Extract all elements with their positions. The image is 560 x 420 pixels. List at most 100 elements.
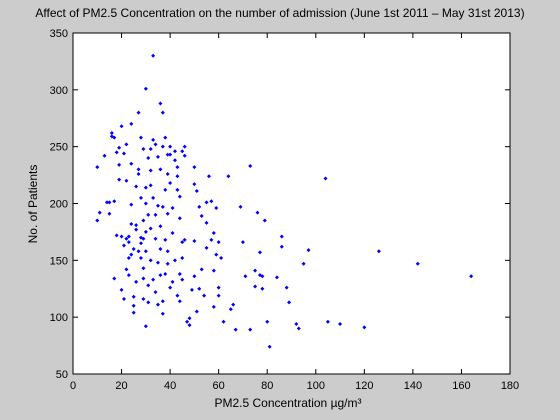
data-point — [172, 258, 177, 263]
x-tick-label: 40 — [164, 380, 176, 392]
data-point — [119, 124, 124, 129]
data-point — [143, 185, 148, 190]
data-point — [107, 211, 112, 216]
data-point — [107, 200, 112, 205]
data-point — [129, 161, 134, 166]
data-point — [182, 153, 187, 158]
data-point — [206, 174, 211, 179]
data-point — [172, 158, 177, 163]
data-point — [255, 210, 260, 215]
data-point — [469, 274, 474, 279]
data-point — [248, 327, 253, 332]
data-point — [185, 319, 190, 324]
data-point — [136, 167, 141, 172]
data-point — [202, 293, 207, 298]
data-point — [175, 165, 180, 170]
data-point — [143, 86, 148, 91]
data-point — [165, 152, 170, 157]
x-tick-label: 100 — [307, 380, 325, 392]
data-point — [211, 304, 216, 309]
data-point — [163, 135, 168, 140]
data-point — [160, 299, 165, 304]
x-tick-label: 140 — [404, 380, 422, 392]
data-point — [134, 223, 139, 228]
data-point — [141, 218, 146, 223]
data-point — [151, 195, 156, 200]
y-tick-label: 100 — [50, 312, 68, 324]
y-tick-label: 300 — [50, 85, 68, 97]
x-tick-label: 160 — [452, 380, 470, 392]
x-axis-label: PM2.5 Concentration µg/m³ — [214, 396, 362, 410]
data-point — [211, 268, 216, 273]
data-point — [287, 300, 292, 305]
data-point — [168, 181, 173, 186]
data-point — [199, 214, 204, 219]
x-tick-label: 120 — [355, 380, 373, 392]
data-point — [187, 323, 192, 328]
data-point — [126, 234, 131, 239]
data-point — [265, 319, 270, 324]
y-tick-label: 50 — [56, 369, 68, 381]
axis-ticks: 0 20 40 60 80 100 120 140 160 180 50 100 150 200 250 30… — [50, 28, 520, 392]
data-point — [301, 261, 306, 266]
x-tick-label: 0 — [70, 380, 76, 392]
data-point — [121, 243, 126, 248]
data-point — [180, 256, 185, 261]
data-point — [95, 218, 100, 223]
data-point — [262, 218, 267, 223]
data-point — [238, 204, 243, 209]
data-point — [119, 287, 124, 292]
data-point — [114, 150, 119, 155]
data-point — [141, 146, 146, 151]
data-point — [158, 224, 163, 229]
data-point — [192, 239, 197, 244]
data-point — [129, 252, 134, 257]
data-point — [415, 261, 420, 266]
data-point — [180, 149, 185, 154]
data-point — [117, 145, 122, 150]
data-point — [131, 294, 136, 299]
data-point — [219, 256, 224, 261]
data-point — [279, 244, 284, 249]
data-point — [192, 182, 197, 187]
data-point — [253, 268, 258, 273]
data-point — [209, 237, 214, 242]
data-point — [117, 177, 122, 182]
data-point — [129, 121, 134, 126]
data-point — [170, 206, 175, 211]
data-point — [294, 321, 299, 326]
data-point — [204, 200, 209, 205]
data-point — [121, 151, 126, 156]
data-point — [189, 287, 194, 292]
data-point — [112, 199, 117, 204]
data-point — [267, 344, 272, 349]
data-point — [131, 303, 136, 308]
data-point — [199, 267, 204, 272]
data-point — [204, 245, 209, 250]
data-point — [131, 310, 136, 315]
data-point — [143, 249, 148, 254]
data-point — [197, 204, 202, 209]
data-points — [95, 53, 474, 349]
data-point — [95, 165, 100, 170]
data-point — [158, 246, 163, 251]
data-point — [153, 290, 158, 295]
data-point — [170, 279, 175, 284]
data-point — [226, 174, 231, 179]
data-point — [180, 240, 185, 245]
data-point — [136, 171, 141, 176]
data-point — [97, 210, 102, 215]
data-point — [138, 135, 143, 140]
y-tick-label: 200 — [50, 199, 68, 211]
data-point — [192, 165, 197, 170]
data-point — [209, 199, 214, 204]
data-point — [168, 144, 173, 149]
data-point — [143, 324, 148, 329]
plot-area — [73, 33, 510, 374]
y-axis-label: No. of Patients — [26, 164, 40, 244]
data-point — [253, 284, 258, 289]
data-point — [143, 201, 148, 206]
data-point — [136, 249, 141, 254]
data-point — [233, 327, 238, 332]
data-point — [163, 271, 168, 276]
